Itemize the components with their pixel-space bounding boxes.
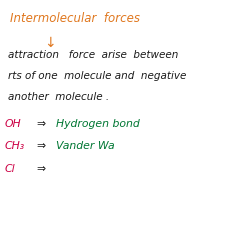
Text: ⇒: ⇒ (36, 164, 46, 174)
Text: attraction   force  arise  between: attraction force arise between (8, 50, 178, 60)
Text: CH₃: CH₃ (5, 141, 25, 151)
Text: ↓: ↓ (44, 36, 56, 50)
Text: rts of one  molecule and  negative: rts of one molecule and negative (8, 71, 186, 81)
Text: ⇒: ⇒ (36, 141, 46, 151)
Text: another  molecule .: another molecule . (8, 92, 108, 102)
Text: Hydrogen bond: Hydrogen bond (56, 119, 140, 129)
Text: ⇒: ⇒ (36, 119, 46, 129)
Text: Cl: Cl (5, 164, 15, 174)
Text: Intermolecular  forces: Intermolecular forces (10, 12, 140, 26)
Text: Vander Wa: Vander Wa (56, 141, 115, 151)
Text: OH: OH (5, 119, 22, 129)
